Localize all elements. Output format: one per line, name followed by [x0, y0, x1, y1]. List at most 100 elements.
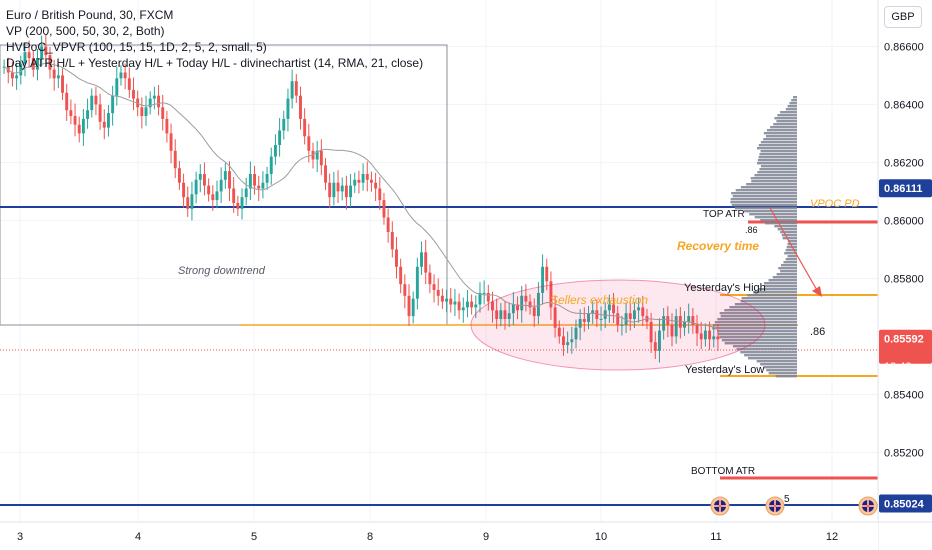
profile-bar: [731, 192, 797, 195]
indicator-vp[interactable]: VP (200, 500, 50, 30, 2, Both): [6, 24, 165, 38]
candle-body: [386, 217, 390, 232]
profile-bar: [782, 237, 797, 240]
candle-body: [144, 107, 148, 116]
profile-bar: [778, 267, 797, 270]
profile-bar: [783, 261, 797, 264]
recovery-arrow: [769, 207, 819, 293]
candle-body: [528, 301, 532, 308]
time-scale[interactable]: [0, 522, 878, 550]
moving-average-line: [3, 62, 719, 330]
currency-button[interactable]: GBP: [884, 6, 922, 28]
candle-body: [40, 46, 44, 58]
candle-body: [190, 194, 194, 209]
candle-body: [432, 284, 436, 290]
candle-body: [127, 78, 131, 90]
candle-body: [658, 330, 661, 351]
candle-body: [27, 52, 31, 58]
yesterday-high-label: Yesterday's High: [684, 282, 766, 294]
candle-body: [691, 316, 695, 325]
candle-body: [703, 330, 707, 340]
candle-body: [666, 316, 670, 325]
candle-body: [495, 310, 499, 319]
candle-body: [10, 72, 14, 79]
candle-body: [177, 168, 181, 183]
time-tick-label: 11: [710, 531, 721, 543]
candle-body: [123, 72, 127, 79]
countdown-label: 18:43: [884, 361, 912, 373]
profile-bar: [773, 123, 797, 126]
indicator-day-atr[interactable]: Day ATR H/L + Yesterday H/L + Today H/L …: [6, 56, 424, 70]
candle-body: [708, 330, 712, 340]
candle-body: [194, 179, 198, 195]
candle-body: [36, 58, 39, 70]
profile-bar: [780, 264, 797, 267]
time-tick-label: 5: [251, 531, 257, 543]
price-scale[interactable]: [878, 0, 932, 522]
profile-bar: [760, 165, 797, 168]
candle-body: [524, 295, 528, 302]
profile-bar: [724, 342, 797, 345]
candle-body: [240, 197, 244, 209]
profile-bar: [760, 219, 797, 222]
price-tick-label: 0.86600: [884, 41, 924, 53]
profile-bar: [760, 363, 797, 366]
profile-bar: [717, 333, 797, 336]
candle-body: [582, 319, 586, 322]
candle-body: [198, 174, 202, 180]
candle-body: [324, 165, 327, 183]
profile-bar: [719, 312, 797, 315]
candle-body: [440, 295, 444, 302]
profile-bar: [757, 171, 797, 174]
profile-bar: [777, 228, 797, 231]
candle-body: [683, 321, 686, 328]
candle-body: [223, 171, 227, 180]
price-tick-label: 0.86400: [884, 99, 924, 111]
yesterday-low-label: Yesterday's Low: [685, 364, 764, 376]
profile-bar: [732, 195, 797, 198]
candle-body: [390, 232, 394, 250]
profile-bar: [760, 141, 797, 144]
candle-body: [328, 182, 332, 198]
profile-bar: [724, 309, 797, 312]
candle-body: [553, 307, 557, 328]
uk-event-icon[interactable]: [858, 496, 878, 516]
candle-body: [349, 185, 353, 198]
uk-event-icon[interactable]: [710, 496, 730, 516]
candle-body: [461, 307, 465, 311]
profile-bar: [787, 105, 797, 108]
profile-bar: [751, 180, 797, 183]
candle-body: [257, 185, 261, 189]
candle-body: [382, 200, 386, 218]
profile-bar: [785, 108, 797, 111]
candle-body: [591, 310, 595, 314]
recovery-arrow-head: [812, 286, 822, 297]
uk-event-icon[interactable]: [765, 496, 785, 516]
symbol-title[interactable]: Euro / British Pound, 30, FXCM: [6, 8, 174, 22]
profile-bar: [768, 279, 797, 282]
profile-bar: [757, 159, 797, 162]
profile-bar: [758, 156, 797, 159]
time-tick-label: 9: [483, 531, 489, 543]
price-axis-ticks: 0.86600 0.86400 0.86200 0.86000 0.85800 0.854…: [884, 41, 924, 459]
candle-body: [587, 313, 590, 322]
candle-body: [273, 145, 277, 157]
candle-body: [545, 266, 549, 282]
candle-body: [624, 313, 628, 325]
profile-bar: [714, 321, 797, 324]
candle-body: [607, 304, 611, 311]
profile-bar: [789, 102, 797, 105]
candle-body: [31, 58, 35, 70]
candle-body: [653, 342, 657, 351]
candle-body: [457, 301, 461, 311]
profile-bar: [777, 114, 797, 117]
profile-bar: [719, 336, 797, 339]
candle-body: [336, 182, 340, 192]
profile-bar: [720, 315, 797, 318]
candle-body: [207, 185, 211, 195]
candle-body: [215, 191, 219, 201]
profile-bar: [760, 150, 797, 153]
profile-bar: [766, 369, 797, 372]
indicator-hvpoc[interactable]: HVPoC_VPVR (100, 15, 15, 1D, 2, 5, 2, sm…: [6, 40, 267, 54]
profile-bar: [734, 303, 797, 306]
